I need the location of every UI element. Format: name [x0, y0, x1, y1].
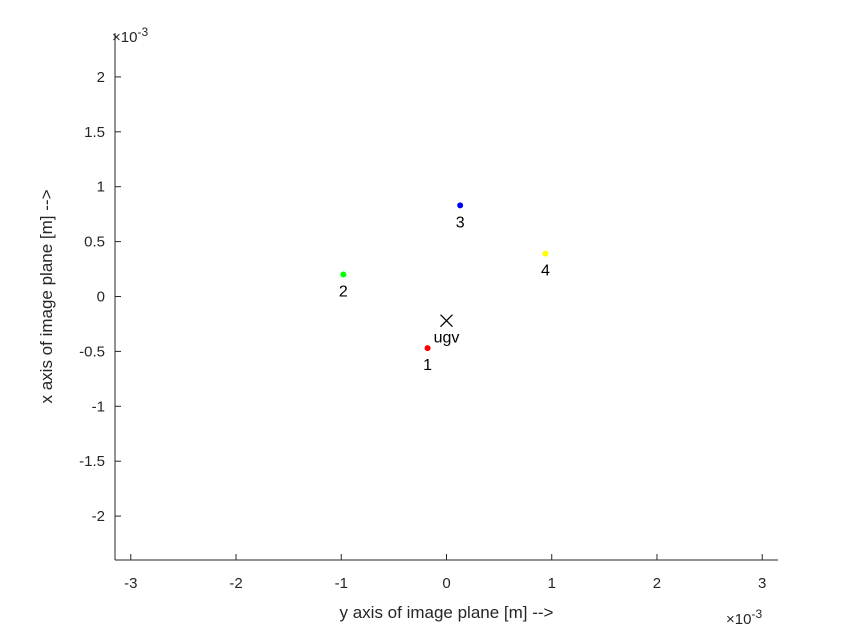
y-tick-label: 0: [97, 289, 105, 306]
x-tick-label: -1: [335, 575, 348, 592]
x-tick-label: 0: [442, 575, 450, 592]
point-marker-1: [424, 345, 431, 352]
y-tick-label: 1: [97, 179, 105, 196]
y-tick-label: -2: [92, 508, 105, 525]
x-exponent-base: ×10: [726, 611, 751, 628]
x-tick-label: -3: [124, 575, 137, 592]
y-tick-label: 1.5: [84, 124, 105, 141]
data-points: 1 2 3 4 ugv: [339, 202, 550, 374]
point-marker-4: [542, 250, 549, 257]
ugv-marker: [440, 314, 453, 328]
x-tick-label: 1: [548, 575, 556, 592]
x-tick-label: 2: [653, 575, 661, 592]
y-tick-label: -1: [92, 398, 105, 415]
x-ticks: -3 -2 -1 0 1 2 3: [124, 554, 766, 592]
y-tick-label: 0.5: [84, 234, 105, 251]
x-axis-title: y axis of image plane [m] -->: [339, 603, 553, 622]
x-tick-label: -2: [229, 575, 242, 592]
point-marker-2: [340, 271, 347, 278]
y-axis-title: x axis of image plane [m] -->: [37, 189, 56, 403]
y-tick-label: -1.5: [79, 453, 105, 470]
y-exponent-power: -3: [137, 25, 148, 39]
y-tick-label: -0.5: [79, 343, 105, 360]
y-tick-label: 2: [97, 69, 105, 86]
x-exponent-label: ×10-3: [726, 607, 762, 628]
axes-group: [114, 33, 778, 561]
x-exponent-power: -3: [751, 607, 762, 621]
point-label-2: 2: [339, 284, 348, 301]
y-exponent-label: ×10-3: [112, 25, 148, 46]
point-marker-3: [457, 202, 464, 209]
point-label-ugv: ugv: [434, 330, 460, 347]
y-exponent-base: ×10: [112, 29, 137, 46]
point-label-4: 4: [541, 263, 550, 280]
x-tick-label: 3: [758, 575, 766, 592]
point-label-1: 1: [423, 357, 432, 374]
point-label-3: 3: [456, 214, 465, 231]
y-ticks: -2 -1.5 -1 -0.5 0 0.5 1 1.5 2: [79, 69, 121, 525]
